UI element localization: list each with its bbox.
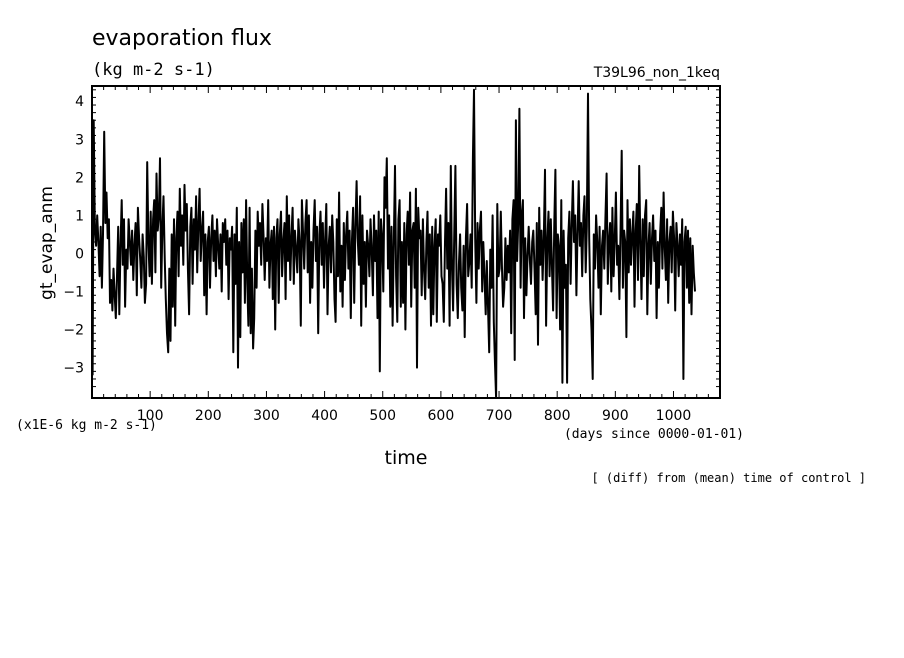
x-tick-label: 800 (544, 408, 571, 424)
series-layer (91, 88, 696, 399)
x-tick-label: 100 (137, 408, 164, 424)
x-tick-label: 200 (195, 408, 222, 424)
y-tick-label: −3 (63, 361, 84, 377)
x-tick-label: 900 (602, 408, 629, 424)
x-unit-note: (days since 0000-01-01) (564, 427, 744, 442)
y-tick-label: −1 (63, 284, 84, 300)
x-tick-label: 700 (486, 408, 513, 424)
y-tick-label: 3 (75, 132, 84, 148)
x-axis-label: time (385, 447, 428, 469)
x-tick-label: 500 (369, 408, 396, 424)
y-axis-label: gt_evap_anm (37, 186, 57, 300)
chart-units: (kg m-2 s-1) (92, 60, 215, 80)
footnote: [ (diff) from (mean) time of control ] (591, 471, 866, 485)
y-scale-note: (x1E-6 kg m-2 s-1) (16, 418, 157, 433)
x-tick-label: 600 (428, 408, 455, 424)
y-axis-label-group: gt_evap_anm (37, 186, 57, 300)
x-tick-label: 400 (311, 408, 338, 424)
y-tick-label: 1 (75, 208, 84, 224)
y-tick-label: −2 (63, 323, 84, 339)
y-tick-label: 4 (75, 94, 84, 110)
series-line-0 (91, 88, 696, 399)
y-tick-label: 2 (75, 170, 84, 186)
chart-title: evaporation flux (92, 26, 272, 51)
x-tick-label: 1000 (656, 408, 692, 424)
run-label: T39L96_non_1keq (593, 65, 720, 81)
y-tick-label: 0 (75, 246, 84, 262)
y-axis-ticks: 4 3 2 1 0 −1 −2 −3 (63, 89, 720, 388)
x-axis-ticks: 100 200 300 400 500 600 700 800 900 1000 (103, 86, 709, 424)
plot-area: 100 200 300 400 500 600 700 800 900 1000 4 3 2 1 0 −1 −… (63, 85, 721, 424)
x-tick-label: 300 (253, 408, 280, 424)
